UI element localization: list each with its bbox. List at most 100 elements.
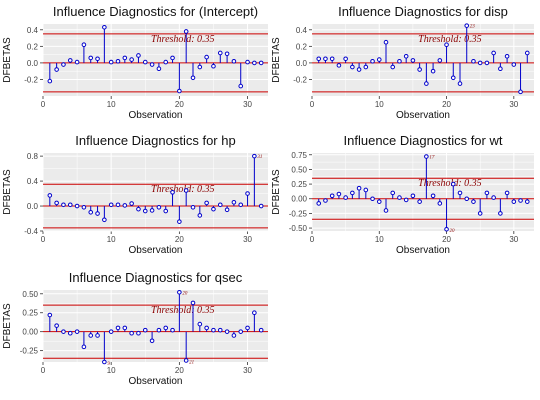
dfbetas-point [183, 29, 189, 34]
dfbetas-point [177, 88, 182, 94]
dfbetas-point [47, 78, 53, 84]
dfbetas-point [457, 190, 463, 196]
dfbetas-point [211, 327, 216, 333]
dfbetas-point [149, 208, 155, 213]
dfbetas-point [524, 50, 530, 56]
dfbetas-point [376, 57, 382, 62]
dfbetas-point [88, 333, 94, 338]
y-tick-label: 0.75 [291, 151, 307, 160]
dfbetas-point [197, 64, 203, 70]
y-tick-label: -0.25 [20, 347, 39, 356]
dfbetas-point [316, 56, 322, 62]
x-axis-title: Observation [129, 245, 183, 256]
dfbetas-point [61, 202, 66, 208]
y-tick-label: 0.00 [291, 195, 307, 204]
plot-area [312, 24, 534, 96]
x-tick-label: 10 [107, 235, 116, 244]
dfbetas-point [224, 51, 230, 57]
threshold-annotation: Threshold: 0.35 [151, 305, 215, 316]
dfbetas-point [231, 333, 237, 338]
dfbetas-point [245, 191, 250, 196]
dfbetas-point [88, 55, 94, 61]
x-axis-title: Observation [129, 376, 183, 387]
dfbetas-point [252, 153, 257, 159]
dfbetas-point [115, 325, 121, 331]
dfbetas-point [511, 62, 517, 67]
dfbetas-point [329, 56, 335, 62]
dfbetas-point [217, 327, 223, 333]
dfbetas-point [363, 187, 369, 193]
dfbetas-point [190, 300, 196, 306]
dfbetas-point [464, 23, 470, 28]
threshold-annotation: Threshold: 0.35 [418, 178, 482, 189]
x-axis-title: Observation [396, 110, 450, 121]
dfbetas-point [252, 60, 257, 66]
dfbetas-point [197, 213, 203, 218]
dfbetas-point [47, 312, 53, 318]
y-axis-title: DFBETAS [2, 37, 13, 83]
x-tick-label: 30 [243, 100, 252, 109]
x-tick-label: 30 [243, 366, 252, 375]
dfbetas-point [323, 56, 328, 62]
dfbetas-point [457, 81, 463, 86]
y-axis-title: DFBETAS [271, 37, 282, 83]
x-axis-title: Observation [396, 245, 450, 256]
chart-title: Influence Diagnostics for disp [338, 4, 508, 19]
dfbetas-point [217, 202, 223, 208]
dfbetas-point [370, 58, 375, 64]
dfbetas-point [156, 327, 162, 333]
dfbetas-point [245, 325, 250, 331]
dfbetas-point [238, 83, 244, 89]
dfbetas-point [74, 203, 80, 209]
chart-title: Influence Diagnostics for hp [75, 133, 235, 148]
dfbetas-point [430, 193, 436, 199]
dfbetas-point [238, 202, 244, 208]
dfbetas-point [350, 64, 355, 70]
dfbetas-point [122, 325, 128, 331]
y-axis-title: DFBETAS [2, 303, 13, 349]
dfbetas-point [498, 211, 503, 216]
y-tick-label: 0.4 [296, 26, 308, 35]
threshold-annotation: Threshold: 0.35 [418, 34, 482, 45]
dfbetas-point [197, 321, 203, 327]
dfbetas-point [383, 208, 389, 213]
dfbetas-point [376, 199, 382, 204]
dfbetas-point [356, 67, 362, 72]
dfbetas-point [417, 67, 422, 72]
dfbetas-point [343, 195, 348, 200]
y-axis-title: DFBETAS [2, 169, 13, 215]
dfbetas-point [122, 203, 128, 208]
dfbetas-point [410, 193, 416, 199]
x-tick-label: 20 [175, 100, 184, 109]
dfbetas-point [149, 62, 155, 67]
chart-title: Influence Diagnostics for wt [344, 133, 503, 148]
plot-area [43, 24, 268, 96]
threshold-annotation: Threshold: 0.35 [151, 184, 215, 195]
dfbetas-point [61, 62, 66, 67]
chart-title: Influence Diagnostics for qsec [69, 270, 243, 285]
x-tick-label: 20 [442, 100, 451, 109]
dfbetas-point [329, 193, 335, 199]
dfbetas-point [142, 208, 148, 214]
y-tick-label: -0.2 [293, 75, 307, 84]
x-tick-label: 10 [107, 100, 116, 109]
dfbetas-point [81, 204, 87, 210]
dfbetas-point [129, 201, 134, 206]
dfbetas-point [231, 199, 237, 205]
dfbetas-point [102, 359, 107, 365]
dfbetas-point [477, 211, 483, 216]
y-tick-label: 0.25 [22, 309, 38, 318]
y-tick-label: 0.2 [27, 42, 39, 51]
x-tick-label: 30 [509, 100, 518, 109]
dfbetas-point [67, 202, 73, 208]
dfbetas-point [424, 154, 429, 159]
y-tick-label: -0.25 [289, 209, 308, 218]
dfbetas-point [183, 358, 189, 363]
x-tick-label: 30 [509, 235, 518, 244]
dfbetas-point [403, 197, 409, 203]
dfbetas-point [397, 58, 402, 64]
dfbetas-point [245, 59, 250, 65]
outlier-label: 20 [182, 291, 188, 296]
dfbetas-point [211, 206, 216, 212]
